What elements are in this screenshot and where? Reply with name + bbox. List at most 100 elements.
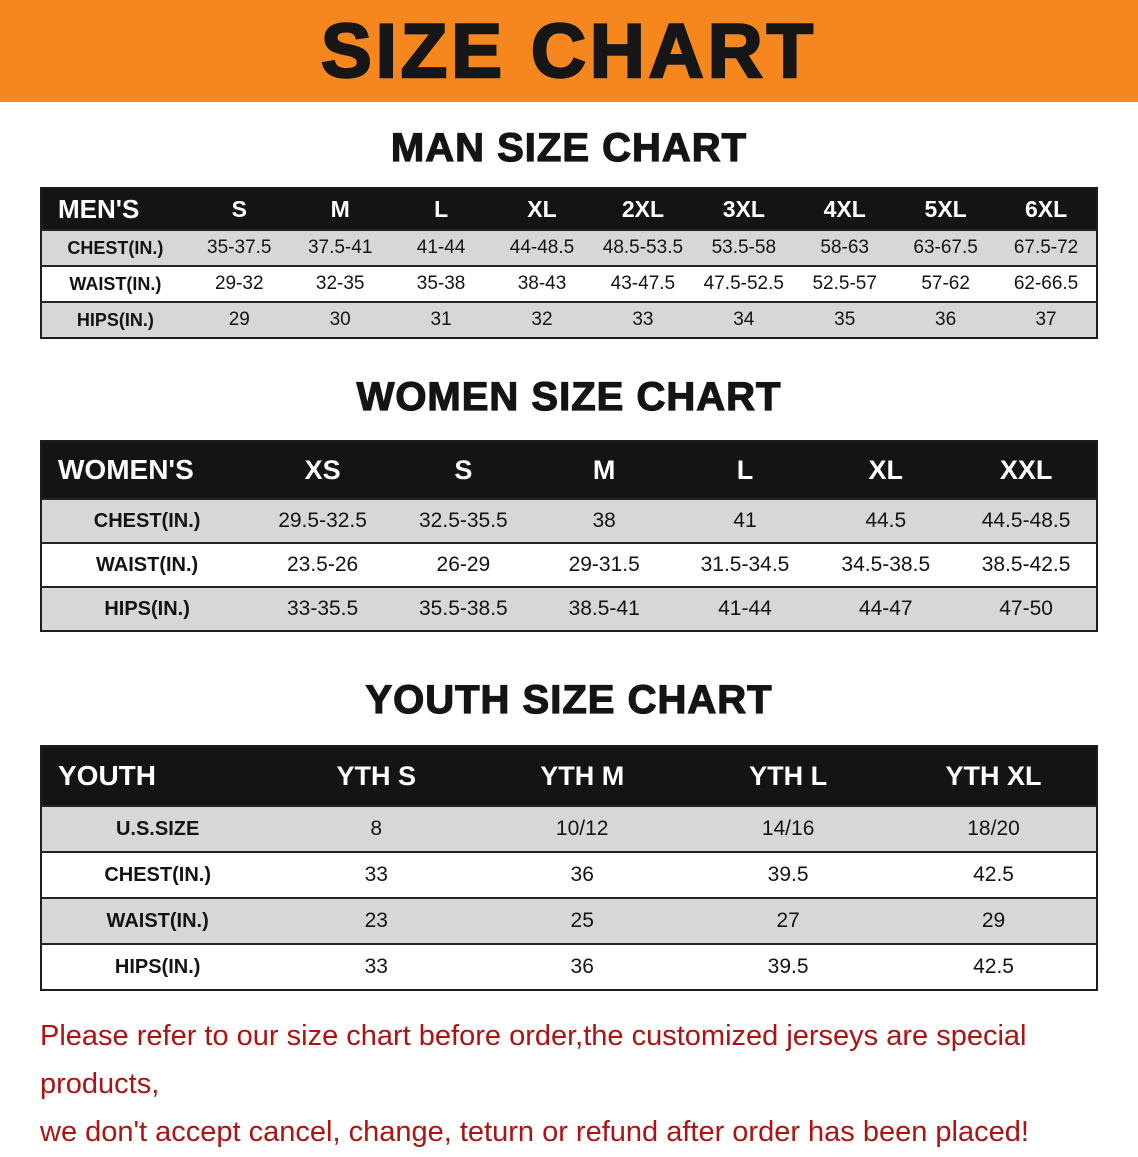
value-cell: 63-67.5: [895, 229, 997, 266]
women-section-heading: WOMEN SIZE CHART: [356, 374, 782, 419]
value-cell: 33: [273, 851, 480, 898]
table-header-row: YOUTH YTH S YTH M YTH L YTH XL: [41, 746, 1097, 806]
value-cell: 44.5-48.5: [956, 498, 1097, 543]
banner-title: SIZE CHART: [320, 9, 817, 94]
value-cell: 10/12: [479, 805, 686, 852]
value-cell: 27: [685, 897, 892, 944]
women-size-table-container: WOMEN'S XS S M L XL XXL CHEST(IN.) 29.5-32.5 32.5…: [40, 440, 1098, 632]
man-section-heading: MAN SIZE CHART: [390, 125, 748, 170]
size-header-cell: YTH L: [685, 746, 892, 806]
table-title-cell: MEN'S: [41, 188, 189, 230]
value-cell: 33-35.5: [252, 586, 393, 631]
size-header-cell: XXL: [956, 441, 1097, 499]
size-header-cell: XL: [815, 441, 957, 499]
value-cell: 31.5-34.5: [674, 542, 816, 587]
women-size-chart-section: WOMEN SIZE CHART WOMEN'S XS S M L XL XXL CHEST(…: [0, 374, 1138, 632]
value-cell: 33: [273, 943, 480, 990]
size-chart-banner: SIZE CHART: [0, 0, 1138, 102]
value-cell: 47.5-52.5: [693, 265, 795, 302]
youth-size-table-container: YOUTH YTH S YTH M YTH L YTH XL U.S.SIZE 8 10/12…: [40, 745, 1098, 991]
value-cell: 39.5: [685, 851, 892, 898]
size-header-cell: 6XL: [996, 188, 1097, 230]
size-header-cell: M: [533, 441, 675, 499]
table-row: CHEST(IN.) 29.5-32.5 32.5-35.5 38 41 44.5 44.5…: [41, 498, 1097, 543]
size-header-cell: L: [390, 188, 492, 230]
size-header-cell: S: [392, 441, 534, 499]
value-cell: 44-48.5: [491, 229, 593, 266]
measure-label-cell: HIPS(IN.): [41, 301, 189, 338]
value-cell: 67.5-72: [996, 229, 1097, 266]
value-cell: 53.5-58: [693, 229, 795, 266]
value-cell: 52.5-57: [794, 265, 896, 302]
measure-label-cell: CHEST(IN.): [41, 229, 189, 266]
youth-section-heading: YOUTH SIZE CHART: [365, 677, 773, 722]
size-header-cell: M: [289, 188, 391, 230]
measure-label-cell: CHEST(IN.): [41, 851, 274, 898]
value-cell: 37.5-41: [289, 229, 391, 266]
size-header-cell: YTH S: [273, 746, 480, 806]
value-cell: 41: [674, 498, 816, 543]
men-size-table-container: MEN'S S M L XL 2XL 3XL 4XL 5XL 6XL CHEST(IN.) 35-37…: [40, 187, 1098, 339]
size-header-cell: 2XL: [592, 188, 694, 230]
value-cell: 29-32: [188, 265, 290, 302]
youth-size-chart-section: YOUTH SIZE CHART YOUTH YTH S YTH M YTH L YTH…: [0, 677, 1138, 991]
table-row: HIPS(IN.) 33 36 39.5 42.5: [41, 943, 1097, 990]
disclaimer-line: we don't accept cancel, change, teturn o…: [40, 1115, 1029, 1148]
size-header-cell: 4XL: [794, 188, 896, 230]
value-cell: 34: [693, 301, 795, 338]
value-cell: 29: [891, 897, 1097, 944]
value-cell: 41-44: [674, 586, 816, 631]
table-row: U.S.SIZE 8 10/12 14/16 18/20: [41, 805, 1097, 852]
value-cell: 47-50: [956, 586, 1097, 631]
table-row: WAIST(IN.) 23.5-26 26-29 29-31.5 31.5-34.5 34…: [41, 542, 1097, 587]
table-row: WAIST(IN.) 23 25 27 29: [41, 897, 1097, 944]
value-cell: 32.5-35.5: [392, 498, 534, 543]
measure-label-cell: HIPS(IN.): [41, 943, 274, 990]
measure-label-cell: WAIST(IN.): [41, 265, 189, 302]
value-cell: 38.5-41: [533, 586, 675, 631]
value-cell: 57-62: [895, 265, 997, 302]
table-title-cell: WOMEN'S: [41, 441, 253, 499]
value-cell: 33: [592, 301, 694, 338]
value-cell: 18/20: [891, 805, 1097, 852]
table-row: HIPS(IN.) 33-35.5 35.5-38.5 38.5-41 41-44 44-…: [41, 586, 1097, 631]
table-row: CHEST(IN.) 33 36 39.5 42.5: [41, 851, 1097, 898]
man-size-chart-section: MAN SIZE CHART MEN'S S M L XL 2XL 3XL 4XL 5XL 6XL…: [0, 125, 1138, 339]
value-cell: 34.5-38.5: [815, 542, 957, 587]
measure-label-cell: CHEST(IN.): [41, 498, 253, 543]
value-cell: 36: [479, 943, 686, 990]
table-header-row: WOMEN'S XS S M L XL XXL: [41, 441, 1097, 499]
value-cell: 35-38: [390, 265, 492, 302]
value-cell: 44-47: [815, 586, 957, 631]
size-header-cell: 5XL: [895, 188, 997, 230]
value-cell: 14/16: [685, 805, 892, 852]
value-cell: 58-63: [794, 229, 896, 266]
measure-label-cell: WAIST(IN.): [41, 542, 253, 587]
size-header-cell: XL: [491, 188, 593, 230]
value-cell: 44.5: [815, 498, 957, 543]
measure-label-cell: WAIST(IN.): [41, 897, 274, 944]
value-cell: 31: [390, 301, 492, 338]
measure-label-cell: HIPS(IN.): [41, 586, 253, 631]
size-header-cell: YTH M: [479, 746, 686, 806]
value-cell: 35: [794, 301, 896, 338]
men-size-table: MEN'S S M L XL 2XL 3XL 4XL 5XL 6XL CHEST(IN.) 35-37…: [40, 187, 1098, 339]
value-cell: 35-37.5: [188, 229, 290, 266]
size-header-cell: L: [674, 441, 816, 499]
disclaimer-line: Please refer to our size chart before or…: [40, 1020, 1027, 1100]
value-cell: 8: [273, 805, 480, 852]
value-cell: 32: [491, 301, 593, 338]
value-cell: 30: [289, 301, 391, 338]
value-cell: 43-47.5: [592, 265, 694, 302]
size-header-cell: 3XL: [693, 188, 795, 230]
value-cell: 37: [996, 301, 1097, 338]
value-cell: 38.5-42.5: [956, 542, 1097, 587]
value-cell: 36: [479, 851, 686, 898]
value-cell: 38-43: [491, 265, 593, 302]
size-header-cell: YTH XL: [891, 746, 1097, 806]
value-cell: 29.5-32.5: [252, 498, 393, 543]
value-cell: 29-31.5: [533, 542, 675, 587]
measure-label-cell: U.S.SIZE: [41, 805, 274, 852]
disclaimer: Please refer to our size chart before or…: [40, 1013, 1122, 1157]
value-cell: 26-29: [392, 542, 534, 587]
